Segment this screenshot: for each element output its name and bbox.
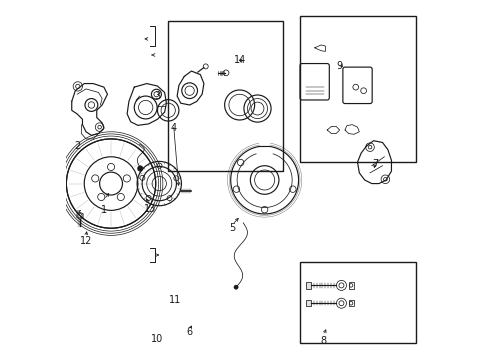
Bar [306,300,312,306]
Bar [348,282,354,289]
Text: 10: 10 [151,334,164,344]
Bar [348,300,354,306]
Bar [300,16,416,162]
Text: 13: 13 [144,203,156,213]
Bar [300,262,416,342]
Text: 5: 5 [229,223,236,233]
Text: 4: 4 [171,123,176,133]
Text: 3: 3 [154,91,161,101]
Bar [306,282,312,289]
Circle shape [138,166,143,171]
Bar [168,21,283,171]
Circle shape [234,285,238,289]
Text: 12: 12 [80,236,92,246]
Text: 2: 2 [74,141,81,151]
Text: 14: 14 [234,55,246,65]
Text: 1: 1 [101,205,107,215]
Text: 9: 9 [337,61,343,71]
Text: 11: 11 [169,295,181,305]
Text: 8: 8 [320,336,327,346]
Text: 7: 7 [372,159,378,169]
Text: 6: 6 [187,327,193,337]
